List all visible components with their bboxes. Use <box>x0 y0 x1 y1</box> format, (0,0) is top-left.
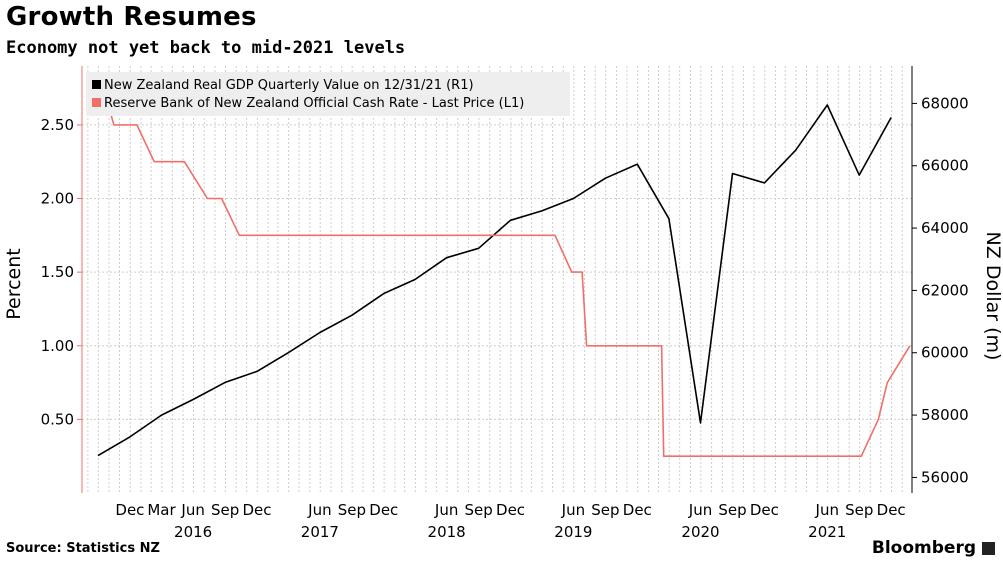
series-lines <box>87 87 911 458</box>
series-line-cash-rate <box>87 87 911 458</box>
chart-subtitle: Economy not yet back to mid-2021 levels <box>6 38 406 58</box>
y-axis-left-title: Percent <box>3 248 25 320</box>
legend-label-gdp: New Zealand Real GDP Quarterly Value on … <box>104 78 474 93</box>
y-right-tick-label: 56000 <box>921 468 969 486</box>
x-tick-label: Dec <box>243 501 272 519</box>
x-tick-label: Jun <box>561 501 585 519</box>
legend-swatch-ocr <box>92 98 101 107</box>
gridlines <box>82 66 912 493</box>
y-left-tick-label: 1.50 <box>41 263 74 281</box>
bloomberg-terminal-icon <box>982 541 995 555</box>
x-year-label: 2021 <box>808 523 846 541</box>
x-tick-label: Jun <box>815 501 839 519</box>
y-left-tick-label: 2.00 <box>41 190 74 208</box>
y-right-tick-label: 66000 <box>921 157 969 175</box>
x-tick-label: Sep <box>211 501 239 519</box>
legend-background <box>86 72 570 116</box>
x-year-label: 2018 <box>428 523 466 541</box>
x-year-label: 2016 <box>174 523 212 541</box>
x-year-label: 2020 <box>681 523 719 541</box>
series-line-gdp <box>97 104 892 457</box>
x-tick-label: Sep <box>338 501 366 519</box>
legend-swatch-gdp <box>92 80 101 89</box>
x-tick-label: Sep <box>464 501 492 519</box>
x-tick-label: Jun <box>180 501 204 519</box>
x-tick-label: Dec <box>750 501 779 519</box>
axes: 0.50 1.00 1.50 2.00 2.50 56000 58000 60000 62000… <box>41 66 969 541</box>
legend-label-ocr: Reserve Bank of New Zealand Official Cas… <box>104 96 524 111</box>
y-left-tick-label: 0.50 <box>41 410 74 428</box>
x-tick-label: Jun <box>688 501 712 519</box>
x-tick-label: Jun <box>307 501 331 519</box>
x-tick-label: Dec <box>496 501 525 519</box>
y-left-tick-label: 2.50 <box>41 116 74 134</box>
x-tick-label: Dec <box>623 501 652 519</box>
legend: New Zealand Real GDP Quarterly Value on … <box>86 72 570 116</box>
x-tick-label: Dec <box>877 501 906 519</box>
y-right-tick-label: 64000 <box>921 219 969 237</box>
y-right-tick-label: 62000 <box>921 281 969 299</box>
y-right-tick-label: 60000 <box>921 344 969 362</box>
x-tick-label: Sep <box>591 501 619 519</box>
y-right-tick-label: 68000 <box>921 94 969 112</box>
x-tick-label: Sep <box>845 501 873 519</box>
x-year-label: 2019 <box>554 523 592 541</box>
y-axis-right-title: NZ Dollar (m) <box>982 232 1003 361</box>
x-year-label: 2017 <box>301 523 339 541</box>
chart-title: Growth Resumes <box>6 2 257 32</box>
source-note: Source: Statistics NZ <box>6 541 160 556</box>
x-tick-label: Dec <box>115 501 144 519</box>
x-tick-label: Jun <box>434 501 458 519</box>
y-left-tick-label: 1.00 <box>41 337 74 355</box>
bloomberg-logo: Bloomberg <box>872 538 995 558</box>
y-right-tick-label: 58000 <box>921 406 969 424</box>
x-tick-label: Dec <box>369 501 398 519</box>
x-tick-label: Mar <box>147 501 176 519</box>
x-tick-label: Sep <box>718 501 746 519</box>
brand-name: Bloomberg <box>871 538 976 558</box>
